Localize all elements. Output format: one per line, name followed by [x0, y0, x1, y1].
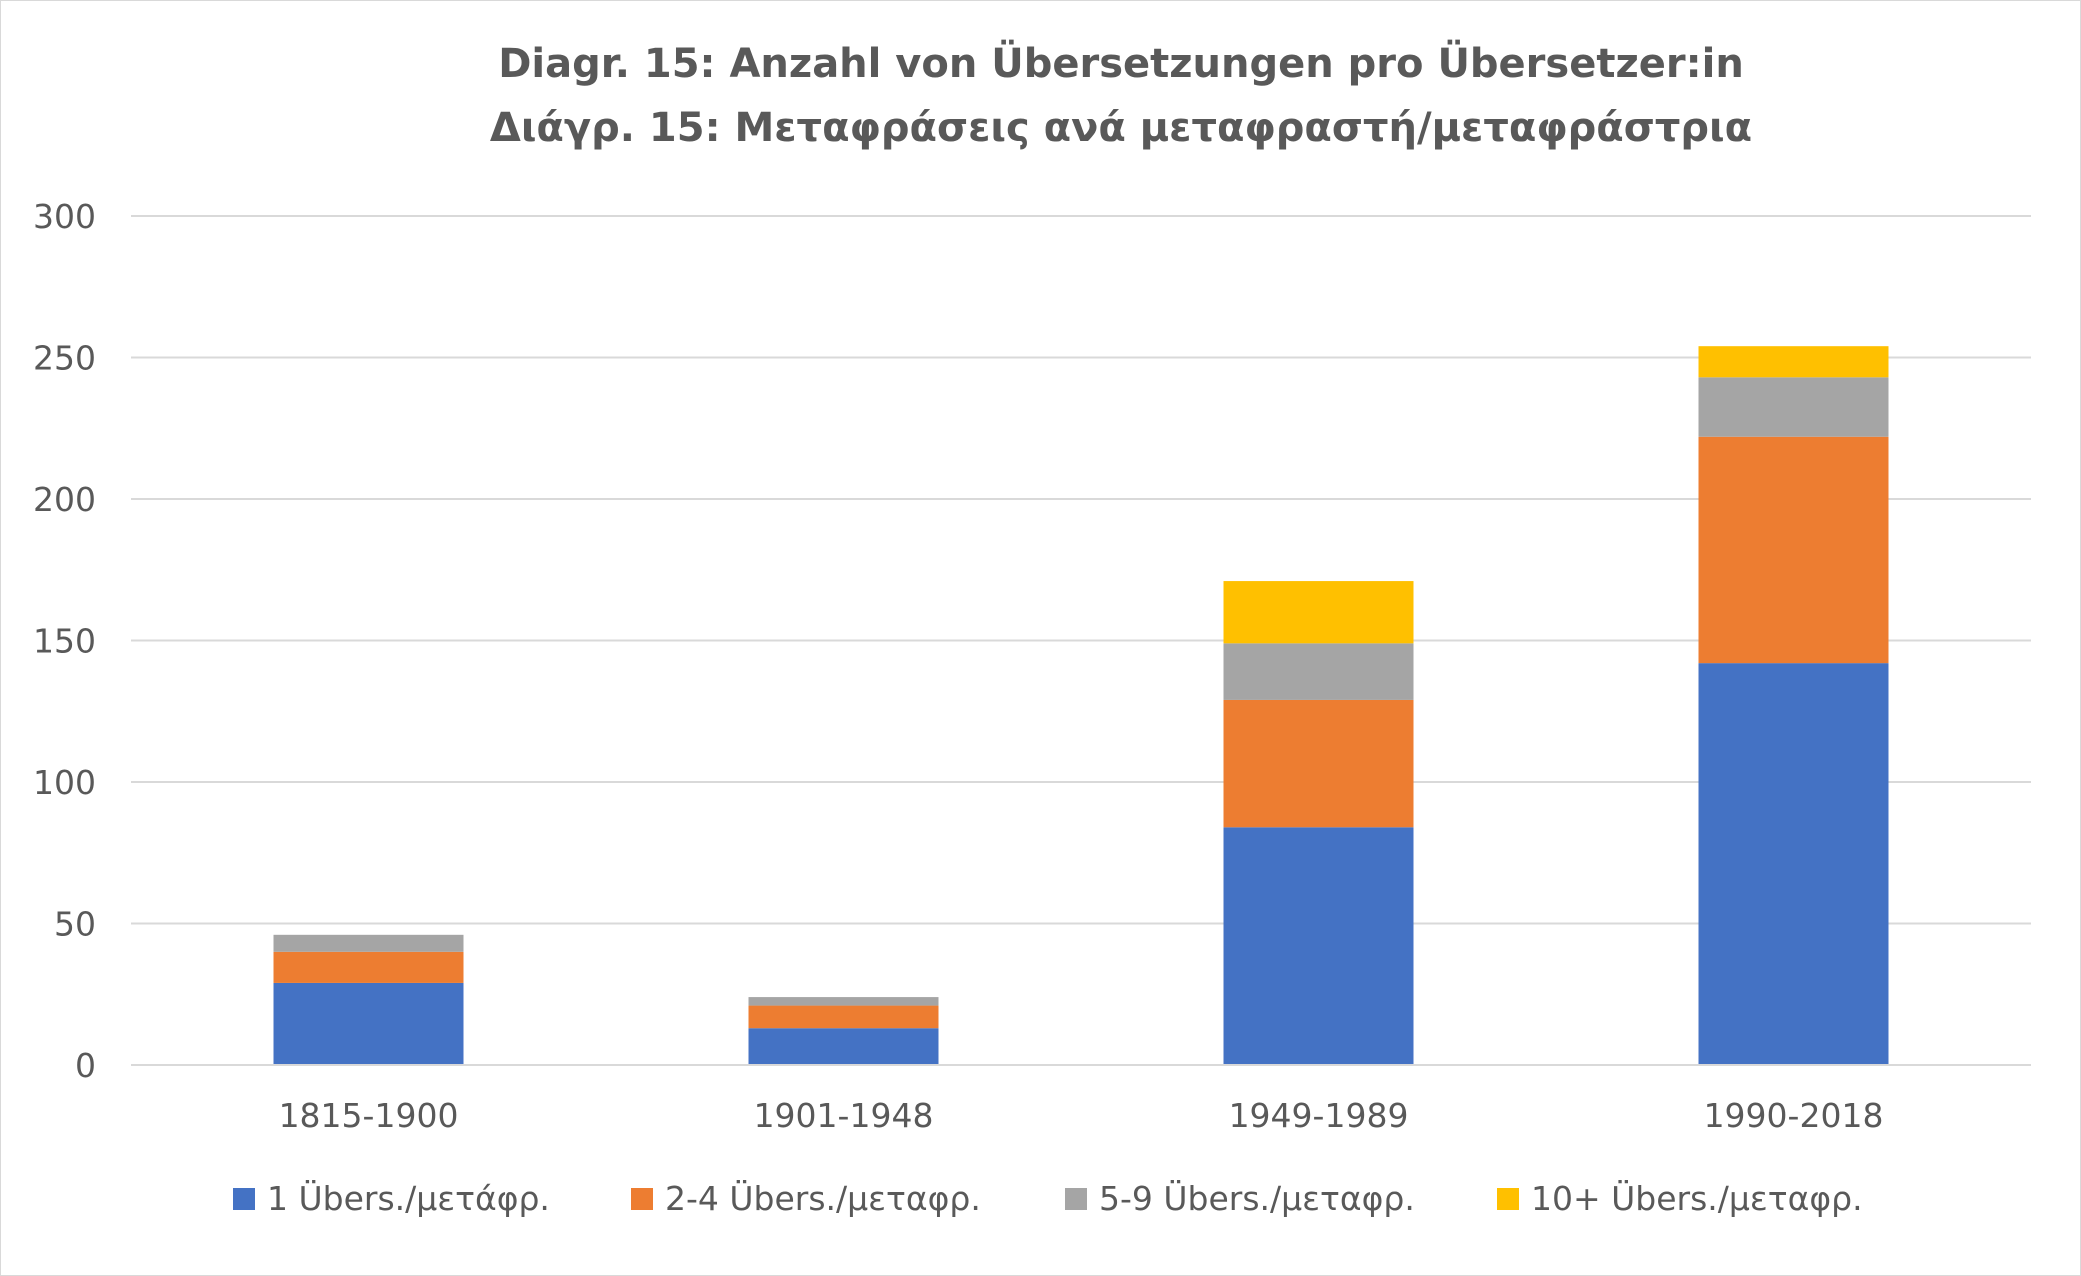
bar-segment: [273, 934, 464, 952]
bar-segment: [273, 951, 464, 983]
bars-layer: [273, 346, 1889, 1065]
bar-segment: [1223, 643, 1414, 700]
x-tick-label: 1990-2018: [1704, 1096, 1884, 1135]
y-tick-label: 250: [33, 339, 96, 378]
legend-label: 10+ Übers./μεταφρ.: [1531, 1178, 1863, 1218]
x-tick-label: 1949-1989: [1229, 1096, 1409, 1135]
chart-subtitle: Διάγρ. 15: Μεταφράσεις ανά μεταφραστή/με…: [490, 105, 1752, 151]
y-tick-label: 300: [33, 197, 96, 236]
y-tick-label: 150: [33, 622, 96, 661]
legend-swatch: [631, 1188, 653, 1210]
x-tick-label: 1901-1948: [754, 1096, 934, 1135]
legend-swatch: [1065, 1188, 1087, 1210]
y-tick-label: 50: [54, 905, 96, 944]
legend-swatch: [1497, 1188, 1519, 1210]
bar-segment: [1223, 699, 1414, 828]
legend-label: 2-4 Übers./μεταφρ.: [665, 1178, 981, 1218]
legend-swatch: [233, 1188, 255, 1210]
chart-title: Diagr. 15: Anzahl von Übersetzungen pro …: [498, 39, 1744, 87]
bar-segment: [1698, 663, 1889, 1065]
legend-label: 1 Übers./μετάφρ.: [267, 1178, 550, 1218]
bar-segment: [1223, 581, 1414, 644]
bar-segment: [748, 997, 939, 1006]
bar-segment: [273, 982, 464, 1065]
bar-segment: [1698, 436, 1889, 664]
legend: 1 Übers./μετάφρ. 2-4 Übers./μεταφρ. 5-9 Üb…: [233, 1178, 1863, 1218]
bar-segment: [748, 1028, 939, 1065]
bar-segment: [1698, 346, 1889, 378]
axis-layer: 0 50 100 150 200 250 300 1815-1900 1901-1948 1949…: [33, 197, 2031, 1135]
bar-segment: [748, 1005, 939, 1029]
bar-segment: [1698, 377, 1889, 437]
bar-segment: [1223, 827, 1414, 1065]
x-tick-label: 1815-1900: [279, 1096, 459, 1135]
y-tick-label: 100: [33, 763, 96, 802]
y-tick-label: 0: [75, 1046, 96, 1085]
y-tick-label: 200: [33, 480, 96, 519]
legend-label: 5-9 Übers./μεταφρ.: [1099, 1178, 1415, 1218]
